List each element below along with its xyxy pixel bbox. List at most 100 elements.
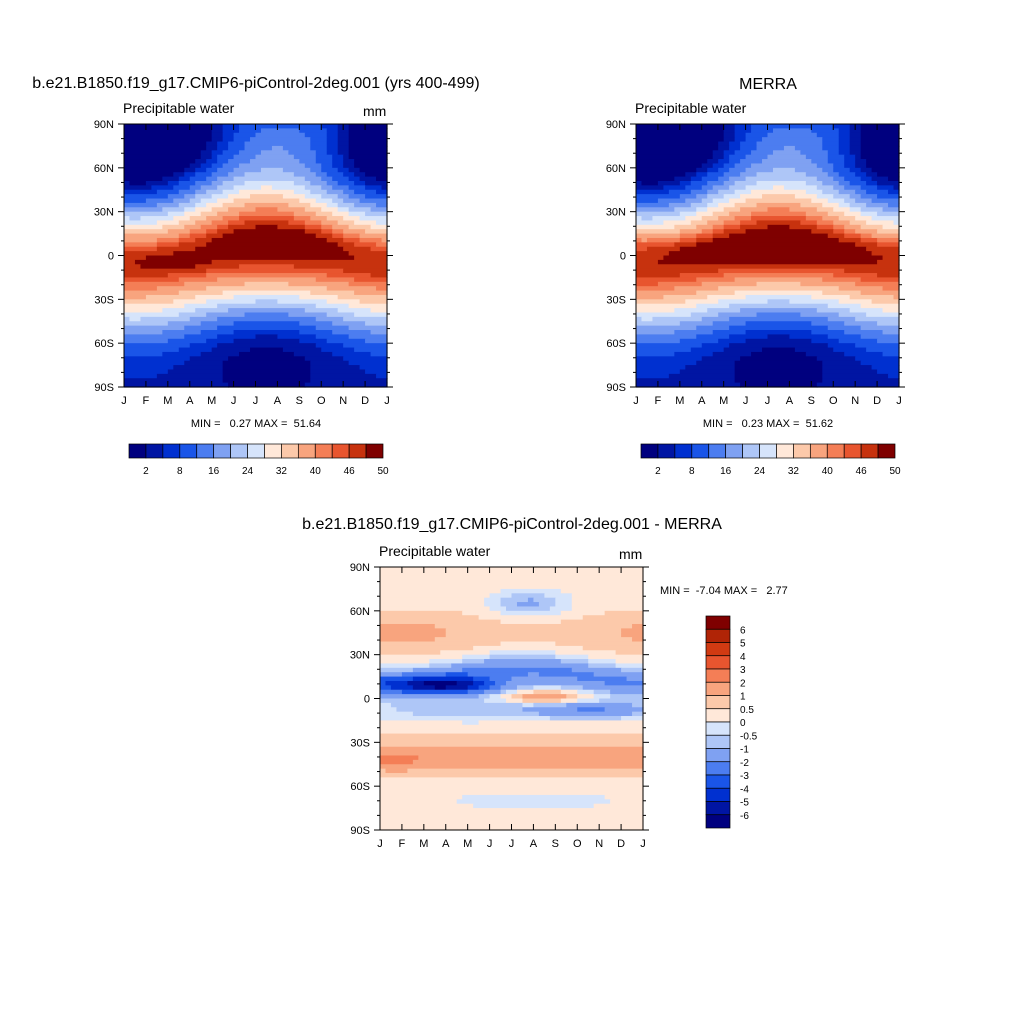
panel2-cell: [663, 185, 686, 191]
panel3-cell: [396, 707, 524, 713]
panel2-cell: [855, 281, 900, 287]
panel2-cell: [844, 154, 856, 160]
panel1-cell: [211, 172, 229, 178]
panel2-cell: [822, 145, 840, 151]
panel2-cell: [838, 299, 873, 305]
panel2-cell: [838, 338, 878, 344]
panel3-cell: [533, 597, 556, 603]
panel2-cell: [877, 259, 900, 265]
panel1-cell: [370, 351, 388, 357]
panel1-cell: [124, 286, 158, 292]
panel1-cell: [222, 365, 311, 371]
panel3-cell: [451, 663, 589, 669]
panel2-cell: [712, 224, 725, 230]
panel1-cell: [359, 299, 388, 305]
panel3-cell: [484, 597, 502, 603]
panel1-cell: [124, 255, 147, 261]
panel3-cell: [593, 694, 611, 700]
panel3-cell: [500, 619, 562, 625]
panel2-cell: [772, 128, 812, 134]
panel1-month-label: J: [253, 395, 259, 407]
panel1-cell: [200, 211, 218, 217]
panel1-cell: [348, 185, 366, 191]
panel2-colorbar-box: [725, 443, 743, 459]
panel1-cell: [359, 167, 388, 173]
panel2-month-label: F: [655, 395, 662, 407]
panel1-cell: [124, 264, 142, 270]
panel2-cell: [849, 145, 862, 151]
panel1-cell: [332, 176, 350, 182]
panel1-cell: [359, 198, 388, 204]
panel1-cell: [151, 185, 174, 191]
panel1-cell: [217, 154, 235, 160]
panel3-variable-label: Precipitable water: [379, 543, 491, 559]
panel2-min-max: MIN = 0.23 MAX = 51.62: [703, 418, 833, 430]
panel3-colorbar-box: [705, 681, 731, 696]
panel3-cell: [522, 707, 578, 713]
panel1-cell: [321, 124, 339, 129]
panel2-colorbar-box: [860, 443, 879, 459]
panel3-cell: [462, 794, 606, 800]
panel3-colorbar-label: -0.5: [740, 731, 758, 742]
panel1-cell: [124, 373, 158, 379]
panel1-cell: [124, 194, 169, 200]
panel2-cell: [822, 137, 840, 143]
panel3-month-label: M: [419, 838, 428, 850]
panel2-cell: [849, 141, 862, 147]
panel2-cell: [707, 207, 725, 213]
panel2-cell: [849, 137, 862, 143]
panel2-month-label: M: [675, 395, 684, 407]
panel2-cell: [696, 211, 714, 217]
panel1-cell: [200, 330, 235, 335]
panel3-cell: [380, 694, 480, 700]
panel1-cell: [359, 216, 388, 222]
panel2-cell: [756, 180, 807, 186]
panel2-month-label: J: [896, 395, 902, 407]
panel1-cell: [348, 211, 366, 217]
panel1-cell: [326, 299, 361, 305]
panel3-cell: [549, 716, 622, 722]
panel2-cell: [674, 308, 708, 314]
panel1-cell: [156, 373, 224, 379]
panel2-cell: [849, 294, 895, 300]
panel1-cell: [376, 242, 388, 248]
panel1-cell: [124, 273, 169, 279]
panel1-cell: [189, 176, 207, 182]
panel2-lat-label: 60S: [606, 338, 626, 350]
panel2-cell: [751, 150, 774, 156]
panel3-cell: [473, 680, 485, 686]
panel3-lat-label: 60N: [350, 606, 370, 618]
panel1-cell: [326, 202, 339, 208]
panel2-cell: [685, 299, 719, 305]
panel2-cell: [877, 237, 900, 243]
panel2-cell: [690, 312, 719, 318]
panel2-cell: [636, 338, 681, 344]
panel2-cell: [636, 308, 675, 314]
panel2-cell: [751, 211, 807, 217]
panel1-cell: [228, 220, 246, 226]
panel2-cell: [636, 281, 659, 287]
panel1-colorbar-label: 32: [276, 466, 288, 477]
panel2-cell: [849, 202, 867, 208]
panel2-cell: [827, 198, 845, 204]
panel1-cell: [206, 167, 218, 173]
panel3-colorbar-box: [705, 615, 731, 630]
panel2-cell: [663, 220, 692, 226]
panel2-colorbar-box: [708, 443, 727, 459]
panel1-cell: [156, 237, 180, 243]
panel1-cell: [288, 281, 350, 287]
panel2-cell: [674, 330, 714, 335]
panel1-cell: [124, 216, 131, 222]
panel2-cell: [849, 308, 884, 314]
panel2-cell: [636, 137, 725, 143]
panel2-cell: [816, 224, 834, 230]
panel2-lat-label: 60N: [606, 163, 626, 175]
panel3-cell: [621, 667, 644, 673]
panel3-cell: [560, 689, 578, 695]
panel2-cell: [888, 373, 900, 379]
panel2-cell: [838, 132, 851, 138]
panel2-month-label: M: [719, 395, 728, 407]
panel2-cell: [822, 378, 900, 384]
panel1-cell: [217, 224, 229, 230]
